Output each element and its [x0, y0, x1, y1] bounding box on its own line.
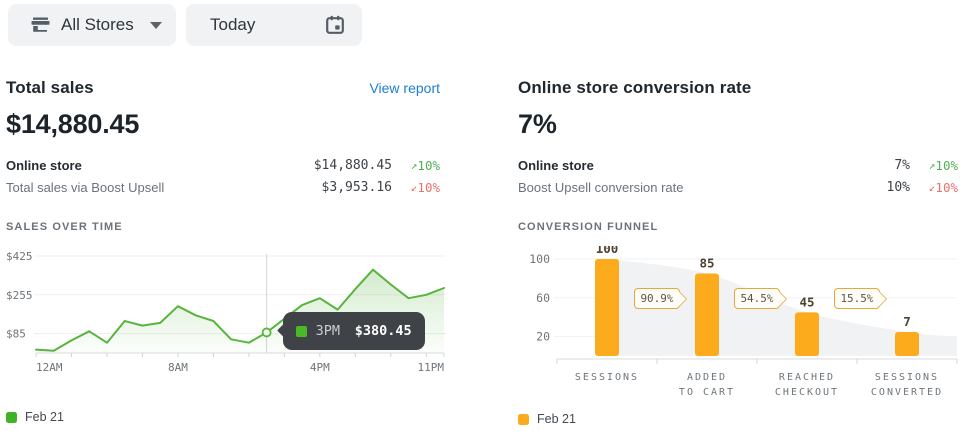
total-sales-card: Total sales View report $14,880.45 Onlin… [6, 70, 446, 424]
total-sales-value: $14,880.45 [6, 109, 140, 139]
funnel-bar [695, 273, 719, 356]
chevron-down-icon [150, 21, 162, 29]
conversion-funnel-chart[interactable]: SESSIONS ADDED TO CART REACHED CHECKOUT SES… [518, 246, 958, 404]
tooltip-value: $380.45 [354, 323, 412, 339]
calendar-icon [324, 14, 346, 36]
metric-value: 10% [886, 179, 910, 195]
store-selector-label: All Stores [61, 15, 134, 34]
metric-label: Boost Upsell conversion rate [518, 179, 684, 195]
funnel-category-label: SESSIONS CONVERTED [870, 372, 944, 398]
svg-text:8AM: 8AM [168, 361, 188, 374]
metric-row-online-store: Online store $14,880.45 ↗10% [6, 154, 440, 176]
date-selector-label: Today [210, 15, 256, 34]
metric-row-boost-upsell: Boost Upsell conversion rate 10% ↙10% [518, 176, 958, 198]
conversion-rate-value: 7% [518, 109, 557, 139]
metric-label: Online store [6, 157, 82, 173]
metric-change-down: ↙10% [410, 179, 440, 195]
legend-label: Feb 21 [537, 412, 576, 426]
tooltip-legend-swatch [295, 325, 307, 337]
metric-value: $3,953.16 [321, 179, 392, 195]
trend-down-icon: ↙ [928, 180, 936, 194]
store-icon [30, 15, 51, 35]
conversion-rate-badge: 90.9% [634, 288, 680, 309]
funnel-bar-value: 7 [903, 314, 911, 329]
trend-down-icon: ↙ [410, 180, 418, 194]
svg-text:11PM: 11PM [418, 361, 445, 374]
sales-breakdown-rows: Online store $14,880.45 ↗10% Total sales… [6, 154, 440, 198]
legend-swatch-green [6, 411, 17, 423]
chart-tooltip: 3PM $380.45 [282, 312, 425, 350]
svg-text:$85: $85 [6, 328, 26, 341]
conversion-rate-badge: 15.5% [834, 288, 880, 309]
conversion-rate-card: Online store conversion rate 7% Online s… [518, 70, 958, 426]
funnel-category-label: SESSIONS [574, 372, 640, 383]
section-title-sales-over-time: SALES OVER TIME [6, 221, 123, 233]
topbar: All Stores Today [0, 0, 960, 50]
svg-text:$255: $255 [6, 289, 33, 302]
card-title-total-sales: Total sales [6, 78, 94, 97]
funnel-bar-value: 85 [699, 256, 714, 271]
funnel-bar [595, 259, 619, 356]
funnel-bar-value: 45 [799, 294, 814, 309]
funnel-category-label: ADDED TO CART [678, 372, 736, 398]
funnel-chart-legend: Feb 21 [518, 412, 958, 426]
svg-text:12AM: 12AM [36, 361, 63, 374]
funnel-bar-svg: 100 60 20 100 85 45 7 [529, 246, 958, 364]
metric-value: 7% [894, 157, 910, 173]
metric-row-online-store: Online store 7% ↗10% [518, 154, 958, 176]
sales-chart-legend: Feb 21 [6, 410, 440, 424]
funnel-category-labels: SESSIONS ADDED TO CART REACHED CHECKOUT SES… [557, 370, 957, 400]
metric-label: Total sales via Boost Upsell [6, 179, 165, 195]
funnel-category-label: REACHED CHECKOUT [774, 372, 840, 398]
svg-text:100: 100 [529, 252, 550, 266]
svg-text:20: 20 [536, 330, 550, 344]
funnel-bar-value: 100 [596, 246, 619, 256]
conversion-breakdown-rows: Online store 7% ↗10% Boost Upsell conver… [518, 154, 958, 198]
section-title-conversion-funnel: CONVERSION FUNNEL [518, 221, 659, 233]
legend-label: Feb 21 [25, 410, 64, 424]
funnel-bar [795, 312, 819, 356]
legend-swatch-orange [518, 413, 529, 425]
metric-row-boost-upsell: Total sales via Boost Upsell $3,953.16 ↙… [6, 176, 440, 198]
trend-up-icon: ↗ [928, 158, 936, 172]
svg-text:60: 60 [536, 291, 550, 305]
tooltip-time: 3PM [315, 323, 340, 339]
date-selector-button[interactable]: Today [186, 4, 362, 46]
metric-label: Online store [518, 157, 594, 173]
metric-value: $14,880.45 [313, 157, 392, 173]
funnel-bar [895, 332, 919, 356]
metric-change-up: ↗10% [410, 157, 440, 173]
svg-text:4PM: 4PM [310, 361, 330, 374]
conversion-rate-badge: 54.5% [734, 288, 780, 309]
metric-change-up: ↗10% [928, 157, 958, 173]
svg-text:$425: $425 [6, 250, 33, 263]
metric-change-down: ↙10% [928, 179, 958, 195]
trend-up-icon: ↗ [410, 158, 418, 172]
card-title-conversion-rate: Online store conversion rate [518, 78, 752, 97]
store-selector-button[interactable]: All Stores [8, 4, 176, 46]
sales-over-time-chart[interactable]: 3PM $380.45 $425 $255 $85 12AM 8AM 4PM 11PM [6, 246, 446, 378]
view-report-link[interactable]: View report [369, 80, 440, 96]
